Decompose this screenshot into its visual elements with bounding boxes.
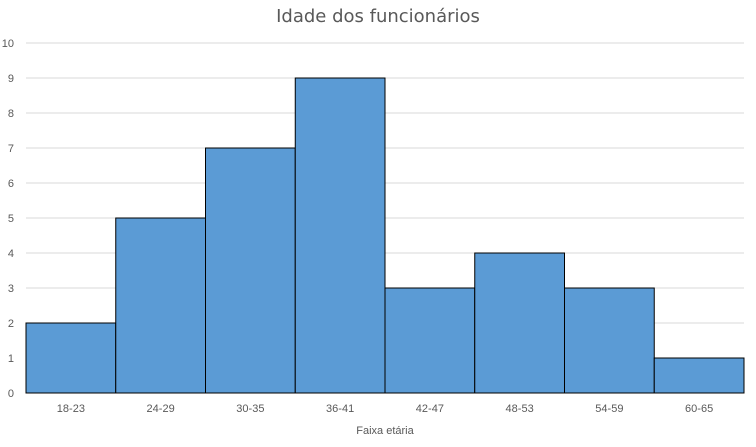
y-tick-label: 4 <box>8 248 14 260</box>
y-tick-label: 2 <box>8 318 14 330</box>
histogram-bar <box>25 322 117 394</box>
y-tick-labels: 0 1 2 3 4 5 6 7 8 9 10 <box>2 38 14 400</box>
y-tick-label: 1 <box>8 353 14 365</box>
y-tick-label: 5 <box>8 213 14 225</box>
x-tick-label: 30-35 <box>236 403 264 415</box>
chart-title: Idade dos funcionários <box>276 6 480 27</box>
y-tick-label: 9 <box>8 73 14 85</box>
x-tick-labels: 18-23 24-29 30-35 36-41 42-47 48-53 54-59 60-65 <box>57 403 713 415</box>
bars <box>25 77 745 394</box>
histogram-bar <box>384 287 476 394</box>
x-axis-title: Faixa etária <box>356 425 414 437</box>
y-tick-label: 7 <box>8 143 14 155</box>
x-tick-label: 48-53 <box>506 403 534 415</box>
y-tick-label: 6 <box>8 178 14 190</box>
x-tick-label: 42-47 <box>416 403 444 415</box>
histogram-bar <box>653 357 745 394</box>
x-tick-label: 36-41 <box>326 403 354 415</box>
histogram-bar <box>115 217 206 394</box>
histogram-bar <box>564 287 655 394</box>
histogram-bar <box>474 252 565 394</box>
histogram-bar <box>205 147 296 394</box>
y-tick-label: 0 <box>8 388 14 400</box>
y-tick-label: 3 <box>8 283 14 295</box>
x-tick-label: 18-23 <box>57 403 85 415</box>
x-tick-label: 24-29 <box>147 403 175 415</box>
y-tick-label: 8 <box>8 108 14 120</box>
histogram-bar <box>294 77 386 394</box>
x-tick-label: 54-59 <box>595 403 623 415</box>
y-tick-label: 10 <box>2 38 14 50</box>
x-tick-label: 60-65 <box>685 403 713 415</box>
